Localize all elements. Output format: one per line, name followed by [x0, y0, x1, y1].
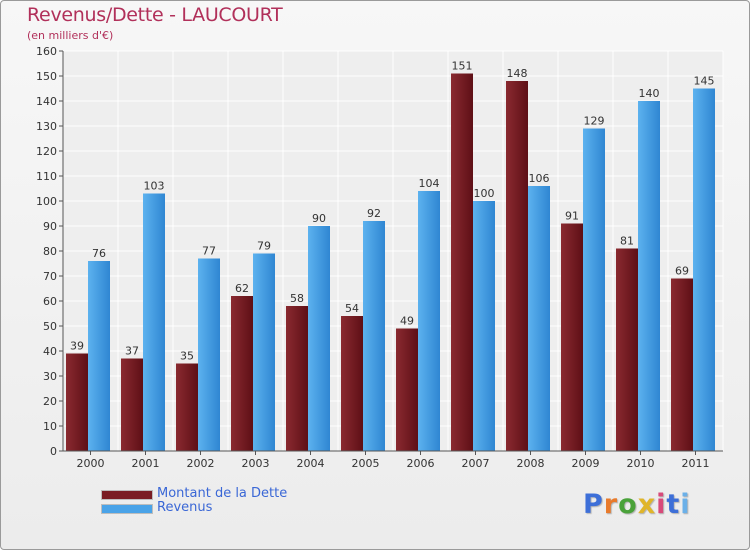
value-label-revenue-2001: 103 [144, 180, 165, 193]
y-tick-label: 70 [43, 270, 57, 283]
x-tick-label: 2008 [517, 457, 545, 470]
bar-revenue-2008 [528, 186, 550, 451]
y-tick-label: 80 [43, 245, 57, 258]
x-tick-label: 2004 [297, 457, 325, 470]
value-label-debt-2008: 148 [507, 67, 528, 80]
value-label-revenue-2003: 79 [257, 240, 271, 253]
y-tick-label: 100 [36, 195, 57, 208]
proxiti-logo: Proxiti [583, 489, 691, 520]
x-tick-label: 2001 [132, 457, 160, 470]
x-tick-label: 2010 [627, 457, 655, 470]
x-tick-label: 2007 [462, 457, 490, 470]
y-tick-label: 40 [43, 345, 57, 358]
y-tick-label: 140 [36, 95, 57, 108]
value-label-revenue-2009: 129 [584, 115, 605, 128]
bar-revenue-2007 [473, 201, 495, 451]
legend-swatch-debt [101, 490, 153, 500]
logo-letter: i [656, 489, 667, 520]
x-tick-label: 2003 [242, 457, 270, 470]
y-tick-label: 50 [43, 320, 57, 333]
y-tick-label: 120 [36, 145, 57, 158]
value-label-revenue-2007: 100 [474, 187, 495, 200]
legend-swatch-revenue [101, 504, 153, 514]
y-tick-label: 110 [36, 170, 57, 183]
y-tick-label: 160 [36, 45, 57, 58]
value-label-revenue-2004: 90 [312, 212, 326, 225]
value-label-revenue-2006: 104 [419, 177, 440, 190]
chart-title: Revenus/Dette - LAUCOURT [27, 4, 283, 26]
value-label-debt-2005: 54 [345, 302, 359, 315]
chart-subtitle: (en milliers d'€) [27, 29, 114, 42]
value-label-revenue-2008: 106 [529, 172, 550, 185]
value-label-debt-2011: 69 [675, 265, 689, 278]
value-label-revenue-2005: 92 [367, 207, 381, 220]
logo-letter: o [618, 489, 638, 520]
y-tick-label: 20 [43, 395, 57, 408]
bar-debt-2009 [561, 223, 583, 451]
logo-letter: r [603, 489, 619, 520]
bar-revenue-2010 [638, 101, 660, 451]
value-label-debt-2009: 91 [565, 210, 579, 223]
value-label-revenue-2000: 76 [92, 247, 106, 260]
x-tick-label: 2011 [682, 457, 710, 470]
bar-debt-2010 [616, 248, 638, 451]
y-tick-label: 130 [36, 120, 57, 133]
bar-revenue-2003 [253, 253, 275, 451]
bar-revenue-2000 [88, 261, 110, 451]
value-label-debt-2006: 49 [400, 315, 414, 328]
bar-revenue-2005 [363, 221, 385, 451]
value-label-revenue-2010: 140 [639, 87, 660, 100]
x-tick-label: 2002 [187, 457, 215, 470]
y-tick-label: 10 [43, 420, 57, 433]
bar-revenue-2006 [418, 191, 440, 451]
logo-letter: x [637, 489, 657, 520]
legend-label-revenue: Revenus [157, 500, 213, 515]
bar-debt-2001 [121, 358, 143, 451]
bar-debt-2007 [451, 73, 473, 451]
bar-debt-2002 [176, 363, 198, 451]
legend-label-debt: Montant de la Dette [157, 486, 288, 501]
bar-debt-2004 [286, 306, 308, 451]
y-tick-label: 30 [43, 370, 57, 383]
logo-letter: i [680, 489, 691, 520]
value-label-debt-2004: 58 [290, 292, 304, 305]
bar-revenue-2001 [143, 193, 165, 451]
value-label-debt-2007: 151 [452, 60, 473, 73]
bar-debt-2011 [671, 278, 693, 451]
bar-debt-2003 [231, 296, 253, 451]
y-tick-label: 150 [36, 70, 57, 83]
y-tick-label: 0 [50, 445, 57, 458]
x-tick-label: 2006 [407, 457, 435, 470]
bar-debt-2000 [66, 353, 88, 451]
x-tick-label: 2000 [77, 457, 105, 470]
y-tick-label: 90 [43, 220, 57, 233]
bar-debt-2005 [341, 316, 363, 451]
bar-revenue-2011 [693, 88, 715, 451]
value-label-debt-2002: 35 [180, 350, 194, 363]
value-label-revenue-2002: 77 [202, 245, 216, 258]
y-tick-label: 60 [43, 295, 57, 308]
value-label-debt-2001: 37 [125, 345, 139, 358]
bar-debt-2008 [506, 81, 528, 451]
value-label-debt-2000: 39 [70, 340, 84, 353]
logo-letter: P [583, 489, 604, 520]
value-label-debt-2010: 81 [620, 235, 634, 248]
bar-revenue-2002 [198, 258, 220, 451]
value-label-revenue-2011: 145 [694, 75, 715, 88]
logo-letter: t [666, 489, 681, 520]
bar-revenue-2004 [308, 226, 330, 451]
x-tick-label: 2009 [572, 457, 600, 470]
x-tick-label: 2005 [352, 457, 380, 470]
bar-revenue-2009 [583, 128, 605, 451]
bar-debt-2006 [396, 328, 418, 451]
value-label-debt-2003: 62 [235, 282, 249, 295]
